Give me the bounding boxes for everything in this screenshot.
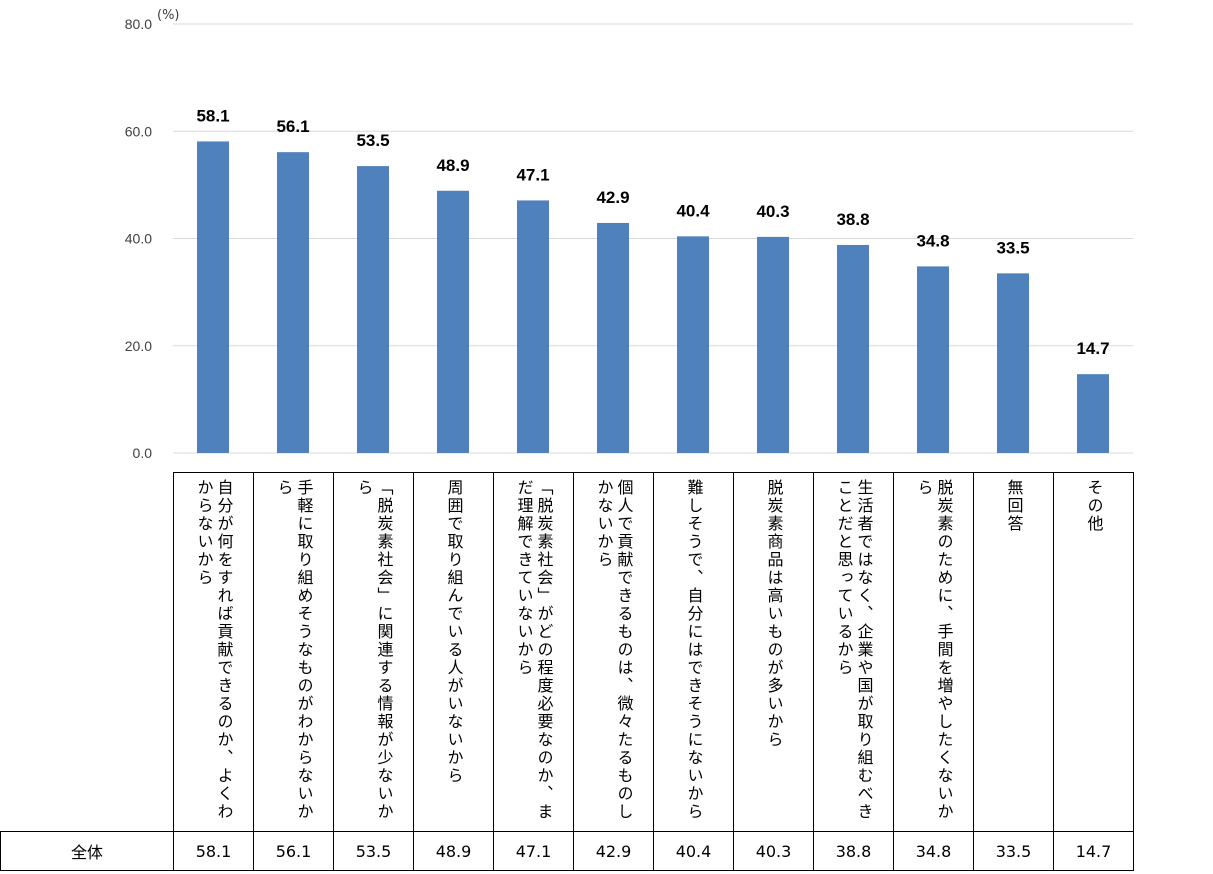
y-axis-ticks: 0.0 20.0 40.0 60.0 80.0	[125, 16, 152, 461]
category-label: 手軽に取り組めそうなものがわからないから	[274, 479, 314, 821]
data-label: 33.5	[996, 238, 1029, 257]
table-corner	[1, 473, 174, 832]
category-cell: 「脱炭素社会」に関連する情報が少ないから	[333, 472, 414, 832]
data-labels: 58.1 56.1 53.5 48.9 47.1 42.9 40.4 40.3 38.8 34.8…	[196, 106, 1109, 358]
category-cell: 「脱炭素社会」がどの程度必要なのか、まだ理解できていないから	[493, 472, 574, 832]
value-cell: 56.1	[253, 831, 334, 871]
data-label: 34.8	[916, 231, 949, 250]
category-cell: その他	[1053, 472, 1134, 832]
category-cell: 難しそうで、自分にはできそうにないから	[653, 472, 734, 832]
category-label: 「脱炭素社会」がどの程度必要なのか、まだ理解できていないから	[514, 479, 554, 821]
bar	[1077, 374, 1109, 453]
y-tick-label: 80.0	[125, 16, 152, 32]
category-cell: 無回答	[973, 472, 1054, 832]
bar	[277, 152, 309, 453]
data-label: 14.7	[1076, 339, 1109, 358]
category-row: 自分が何をすれば貢献できるのか、よくわからないから 手軽に取り組めそうなものがわか…	[1, 472, 1134, 832]
category-label: 難しそうで、自分にはできそうにないから	[684, 479, 704, 821]
category-label: 生活者ではなく、企業や国が取り組むべきことだと思っているから	[834, 479, 874, 821]
category-cell: 生活者ではなく、企業や国が取り組むべきことだと思っているから	[813, 472, 894, 832]
y-tick-label: 0.0	[133, 445, 153, 461]
value-cell: 34.8	[893, 831, 974, 871]
data-label: 48.9	[436, 156, 469, 175]
category-cell: 手軽に取り組めそうなものがわからないから	[253, 472, 334, 832]
category-cell: 個人で貢献できるものは、微々たるものしかないから	[573, 472, 654, 832]
value-cell: 47.1	[493, 831, 574, 871]
value-cell: 53.5	[333, 831, 414, 871]
bar	[597, 222, 629, 453]
value-row: 全体 58.1 56.1 53.5 48.9 47.1 42.9 40.4 40.3 38.8 3…	[0, 831, 1134, 871]
y-axis-unit: (%)	[157, 8, 180, 23]
category-label: 無回答	[1004, 479, 1024, 533]
bar	[757, 236, 789, 453]
category-label: 脱炭素商品は高いものが多いから	[764, 479, 784, 749]
y-tick-label: 60.0	[125, 123, 152, 139]
bar	[437, 190, 469, 453]
data-label: 47.1	[516, 165, 549, 184]
category-label: 個人で貢献できるものは、微々たるものしかないから	[594, 479, 634, 821]
y-tick-label: 40.0	[125, 231, 152, 247]
data-label: 53.5	[356, 131, 389, 150]
value-cell: 38.8	[813, 831, 894, 871]
bars	[197, 141, 1109, 453]
data-label: 58.1	[196, 106, 229, 125]
gridlines	[173, 23, 1133, 454]
bar	[917, 266, 949, 453]
data-label: 38.8	[836, 210, 869, 229]
value-cell: 33.5	[973, 831, 1054, 871]
category-cell: 自分が何をすれば貢献できるのか、よくわからないから	[173, 472, 254, 832]
data-label: 40.3	[756, 202, 789, 221]
data-table: 自分が何をすれば貢献できるのか、よくわからないから 手軽に取り組めそうなものがわか…	[0, 472, 1134, 871]
category-label: 「脱炭素社会」に関連する情報が少ないから	[354, 479, 394, 821]
data-label: 40.4	[676, 201, 710, 220]
category-cell: 脱炭素のために、手間を増やしたくないから	[893, 472, 974, 832]
bar	[357, 166, 389, 453]
category-label: その他	[1084, 479, 1104, 533]
y-tick-label: 20.0	[125, 338, 152, 354]
value-cell: 14.7	[1053, 831, 1134, 871]
category-cell: 周囲で取り組んでいる人がいないから	[413, 472, 494, 832]
category-label: 脱炭素のために、手間を増やしたくないから	[914, 479, 954, 821]
value-cell: 58.1	[173, 831, 254, 871]
bar	[677, 236, 709, 453]
value-cell: 40.4	[653, 831, 734, 871]
value-cell: 48.9	[413, 831, 494, 871]
row-label-total: 全体	[0, 831, 174, 871]
bar	[837, 244, 869, 453]
value-cell: 42.9	[573, 831, 654, 871]
category-cell: 脱炭素商品は高いものが多いから	[733, 472, 814, 832]
value-cell: 40.3	[733, 831, 814, 871]
bar	[997, 273, 1029, 453]
data-label: 56.1	[276, 117, 309, 136]
data-label: 42.9	[596, 188, 629, 207]
category-label: 周囲で取り組んでいる人がいないから	[444, 479, 464, 785]
bar	[517, 200, 549, 453]
bar-chart: 0.0 20.0 40.0 60.0 80.0 58.1 56.1 53.5 48.9 47.1…	[125, 8, 1133, 461]
category-label: 自分が何をすれば貢献できるのか、よくわからないから	[194, 479, 234, 821]
bar	[197, 141, 229, 453]
